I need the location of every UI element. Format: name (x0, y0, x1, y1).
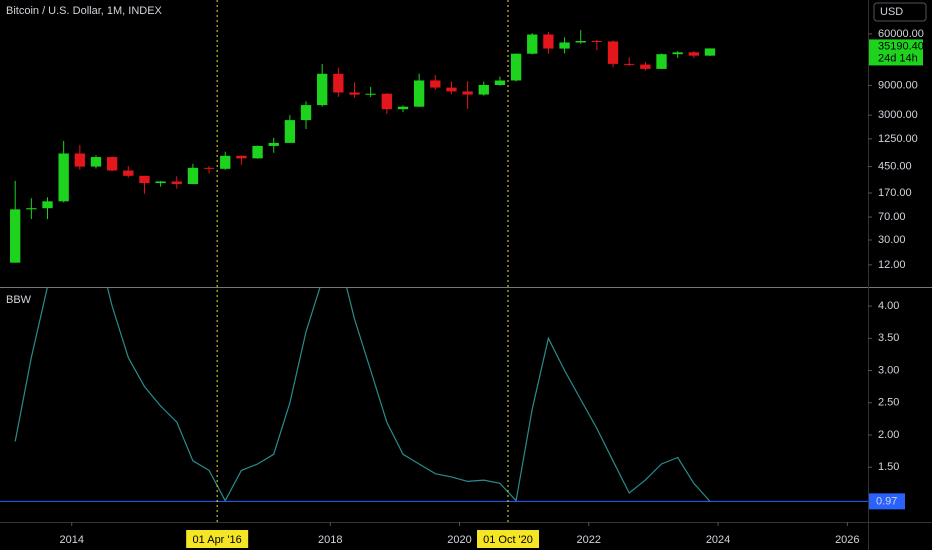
candle-body (74, 153, 85, 167)
candle-body (203, 167, 215, 169)
y-tick-label: 1.50 (878, 461, 899, 473)
y-tick-label: 2.50 (878, 397, 899, 409)
button-label[interactable]: USD (880, 6, 903, 18)
x-tick-label: 2026 (835, 534, 859, 546)
marker-label: 01 Apr '16 (193, 534, 242, 546)
candle-body (640, 64, 651, 69)
chart-title: Bitcoin / U.S. Dollar, 1M, INDEX (6, 5, 163, 17)
y-tick-label: 1250.00 (878, 133, 918, 145)
y-tick-label: 70.00 (878, 211, 906, 223)
candle-body (656, 54, 667, 69)
candle-body (672, 52, 683, 55)
candle-body (430, 80, 441, 88)
candle-body (397, 106, 409, 110)
marker-tag (477, 530, 540, 548)
candle-body (90, 157, 102, 167)
candle-body (510, 53, 522, 81)
candle-body (155, 181, 166, 184)
candle-body (559, 42, 570, 49)
candle-body (171, 181, 182, 185)
currency-button[interactable]: USD (873, 2, 927, 22)
y-tick-label: 30.00 (878, 234, 906, 246)
price-tag-label: 35190.40 (878, 40, 924, 52)
candle-body (688, 52, 699, 56)
x-tick-label: 2024 (706, 534, 730, 546)
legend: BBW (6, 294, 32, 306)
button-frame[interactable] (873, 2, 927, 22)
price-tag (869, 39, 923, 66)
candle-body (106, 157, 118, 171)
y-tick-label: 3.00 (878, 364, 899, 376)
y-tick-label: 3.50 (878, 332, 899, 344)
x-tick-label: 2020 (447, 534, 471, 546)
countdown-label: 24d 14h (878, 52, 918, 64)
y-tick-label: 450.00 (878, 161, 912, 173)
y-tick-label: 9000.00 (878, 79, 918, 91)
y-tick-label: 3000.00 (878, 109, 918, 121)
candle-body (58, 153, 69, 202)
y-tick-label: 12.00 (878, 259, 906, 271)
candle-body (591, 40, 603, 42)
candle-body (42, 201, 53, 209)
candle-body (543, 34, 554, 49)
bbw-pane (14, 288, 711, 502)
candle-body (187, 167, 199, 185)
candle-body (575, 40, 586, 43)
candle-body (236, 155, 247, 159)
candle-body (333, 73, 344, 93)
x-tick-label: 2018 (318, 534, 342, 546)
candle-body (268, 142, 279, 146)
candle-body (252, 145, 263, 159)
candle-body (624, 63, 635, 65)
x-tick-label: 2022 (577, 534, 601, 546)
candle-body (349, 92, 360, 95)
marker-label: 01 Oct '20 (483, 534, 533, 546)
y-tick-label: 60000.00 (878, 28, 924, 40)
candle-body (446, 87, 457, 92)
candle-body (10, 209, 21, 263)
bbw-line (14, 288, 711, 502)
candle-body (365, 93, 376, 95)
candle-body (527, 34, 538, 54)
candle-body (462, 91, 473, 95)
candle-body (26, 208, 37, 210)
candle-body (123, 170, 134, 176)
candle-body (317, 73, 328, 106)
y-tick-label: 2.00 (878, 429, 899, 441)
x-tick-label: 2014 (59, 534, 83, 546)
reference-tag (869, 493, 905, 510)
candle-body (284, 120, 296, 143)
candle-body (139, 175, 150, 184)
marker-tag (186, 530, 249, 548)
candle-body (704, 48, 716, 56)
candle-body (381, 93, 392, 110)
price-pane (10, 30, 716, 263)
candle-body (220, 155, 231, 169)
y-tick-label: 4.00 (878, 300, 899, 312)
candle-body (494, 80, 506, 85)
candle-body (478, 84, 489, 95)
reference-label: 0.97 (876, 495, 897, 507)
candle-body (607, 41, 619, 64)
y-tick-label: 170.00 (878, 187, 912, 199)
candle-body (413, 80, 425, 107)
candle-body (300, 105, 312, 121)
